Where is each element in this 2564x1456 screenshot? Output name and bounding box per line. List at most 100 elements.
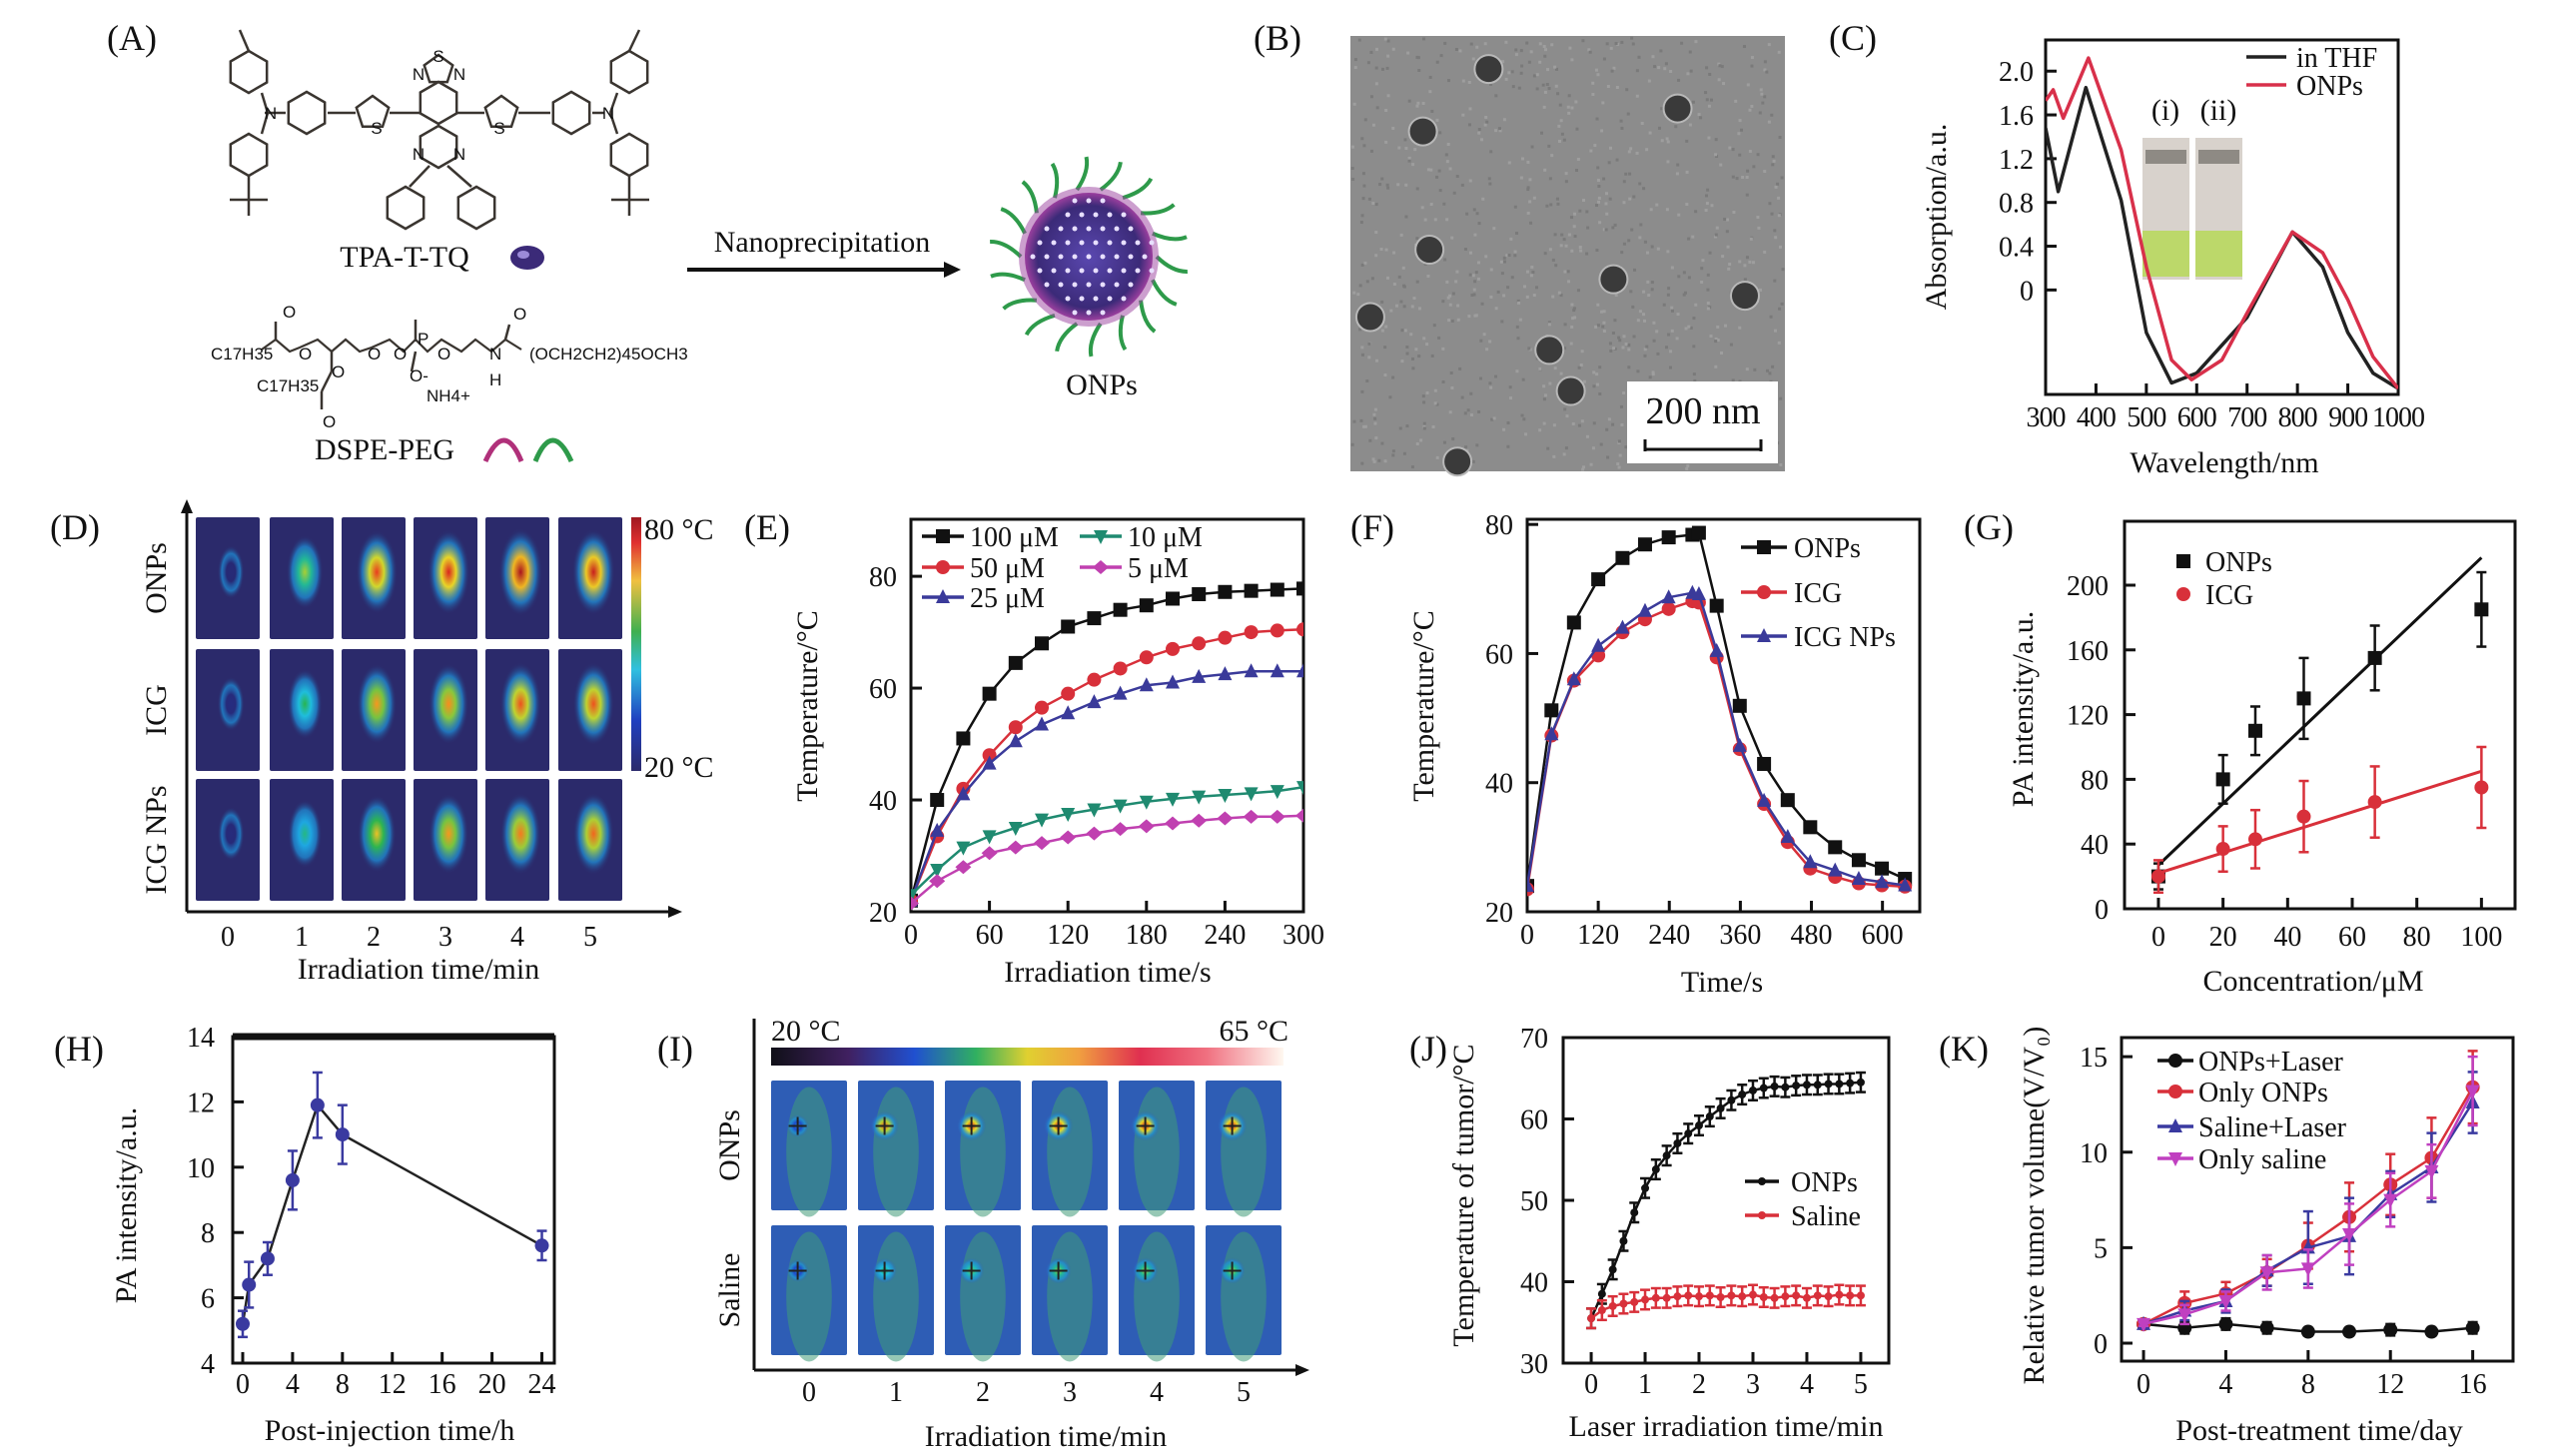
tem-noise — [1417, 69, 1420, 72]
tem-noise — [1550, 43, 1553, 46]
mouse-body — [1134, 1232, 1180, 1362]
data-point — [2218, 1317, 2232, 1331]
formula-fragment: C17H35 — [211, 345, 273, 364]
tem-noise — [1360, 221, 1363, 224]
data-point — [1009, 656, 1023, 670]
tem-noise — [1455, 48, 1458, 51]
tem-noise — [1389, 310, 1392, 313]
heat-spot — [500, 662, 541, 745]
tem-noise — [1636, 95, 1639, 98]
tem-noise — [1456, 175, 1459, 178]
tem-noise — [1421, 206, 1424, 209]
tem-noise — [1542, 84, 1545, 87]
atom-label: S — [371, 119, 382, 138]
tem-noise — [1433, 324, 1436, 327]
tem-noise — [1523, 285, 1526, 288]
arrow-head-icon — [944, 262, 961, 278]
tem-noise — [1485, 121, 1488, 124]
tem-noise — [1513, 254, 1516, 257]
tem-noise — [1706, 289, 1709, 292]
y-tick-label: 10 — [2080, 1138, 2108, 1169]
benzene-ring — [611, 51, 647, 93]
tem-noise — [1556, 92, 1559, 95]
series-onps — [1520, 526, 1912, 894]
tem-noise — [1677, 214, 1680, 217]
y-tick-label: 40 — [1485, 769, 1513, 800]
x-axis-title: Post-injection time/h — [265, 1414, 515, 1447]
tem-noise — [1533, 197, 1536, 200]
data-point — [1727, 1096, 1735, 1104]
tem-noise — [1616, 86, 1619, 89]
panel-label-f: (F) — [1350, 507, 1394, 547]
data-point — [1638, 603, 1652, 617]
tem-noise — [1415, 237, 1418, 240]
data-point — [936, 560, 950, 574]
plot-frame — [233, 1037, 554, 1363]
tem-noise — [1570, 216, 1573, 219]
data-point — [1619, 1237, 1627, 1245]
x-axis-title: Laser irradiation time/min — [1569, 1410, 1884, 1443]
tem-noise — [1630, 229, 1633, 232]
tem-noise — [1752, 165, 1755, 168]
x-axis-title: Concentration/μM — [2202, 965, 2423, 998]
data-point — [1009, 733, 1023, 747]
tem-noise — [1477, 278, 1480, 281]
bond — [505, 325, 509, 340]
tem-noise — [1627, 344, 1630, 347]
tem-noise — [1685, 140, 1688, 143]
tem-noise — [1568, 47, 1571, 50]
tem-noise — [1570, 250, 1573, 253]
tem-noise — [1451, 320, 1454, 323]
tem-noise — [1454, 280, 1457, 283]
data-point — [1781, 1084, 1789, 1092]
colorbar — [631, 517, 641, 771]
tem-noise — [1624, 173, 1627, 176]
tem-noise — [1686, 72, 1689, 75]
data-point — [1757, 585, 1771, 599]
data-point — [1835, 1080, 1843, 1088]
data-point — [1781, 793, 1795, 807]
tem-noise — [1484, 116, 1487, 119]
y-tick-label: 1.6 — [1999, 101, 2034, 132]
tem-noise — [1598, 365, 1601, 368]
tem-noise — [1490, 268, 1493, 271]
data-point — [1652, 1294, 1660, 1302]
formula-fragment: P — [418, 330, 428, 349]
formula-fragment: C17H35 — [257, 376, 319, 395]
tem-noise — [1470, 43, 1473, 46]
tem-noise — [1595, 204, 1598, 207]
tem-noise — [1423, 427, 1426, 430]
tem-noise — [1627, 113, 1630, 116]
x-tick-label: 700 — [2227, 402, 2266, 433]
formula-fragment: O — [394, 345, 407, 364]
data-point — [1684, 1129, 1692, 1137]
panel-label-e: (E) — [744, 507, 790, 547]
particle-dot — [1150, 241, 1155, 246]
tem-noise — [1445, 218, 1448, 221]
tem-noise — [1771, 163, 1774, 166]
tem-noise — [1461, 114, 1464, 117]
x-tick-label: 20 — [2209, 922, 2237, 953]
tem-noise — [1596, 383, 1599, 386]
series-5-m — [903, 809, 1311, 911]
bond — [629, 30, 639, 51]
tem-noise — [1629, 290, 1632, 293]
data-point — [1567, 615, 1581, 629]
peg-chain — [1123, 179, 1151, 198]
tem-noise — [1544, 48, 1547, 51]
y-tick-label: 60 — [1485, 639, 1513, 670]
x-tick-label: 4 — [1800, 1369, 1814, 1400]
tem-noise — [1543, 422, 1546, 425]
data-point — [1803, 1081, 1811, 1089]
tem-noise — [1592, 446, 1595, 449]
tem-noise — [1577, 158, 1580, 161]
tem-noise — [1623, 335, 1626, 338]
tem-noise — [1560, 234, 1563, 237]
tem-noise — [1539, 42, 1542, 45]
data-point — [2176, 554, 2190, 568]
tem-noise — [1580, 364, 1583, 366]
series-line — [911, 816, 1303, 904]
tem-noise — [1533, 74, 1536, 77]
tem-noise — [1563, 238, 1566, 241]
particle-dot — [1031, 255, 1036, 260]
